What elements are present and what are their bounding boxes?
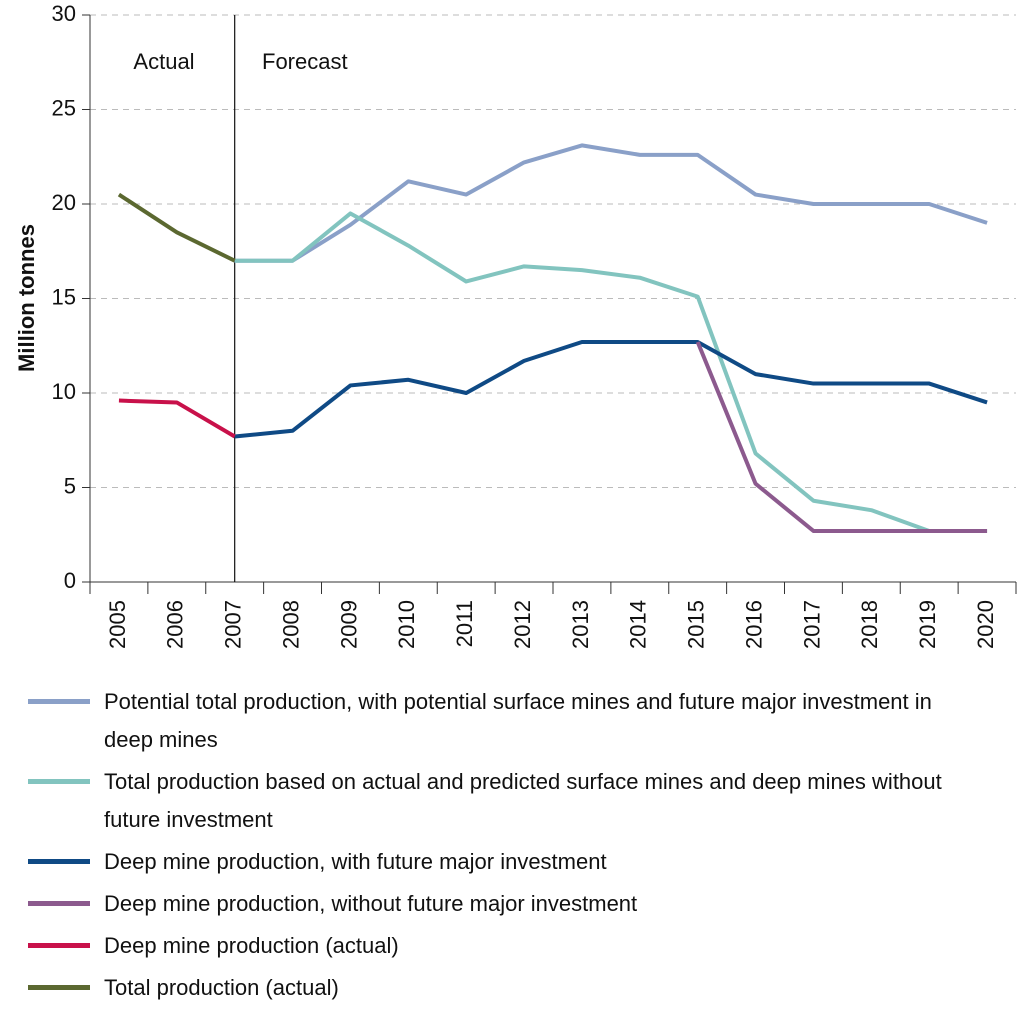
legend-item: Potential total production, with potenti…	[0, 683, 1017, 759]
x-tick-label: 2005	[105, 600, 130, 649]
legend-swatch	[28, 699, 90, 704]
x-tick-label: 2016	[741, 600, 766, 649]
legend-item: Deep mine production, without future maj…	[0, 885, 1017, 923]
legend-swatch	[28, 943, 90, 948]
legend-item: Deep mine production (actual)	[0, 927, 1017, 965]
series-line	[234, 339, 988, 439]
y-tick-label: 25	[52, 95, 76, 120]
legend-label: Total production based on actual and pre…	[104, 769, 942, 832]
series-line	[117, 192, 236, 263]
legend-item: Deep mine production, with future major …	[0, 843, 1017, 881]
y-tick-label: 10	[52, 379, 76, 404]
y-tick-label: 5	[64, 473, 76, 498]
x-tick-label: 2013	[568, 600, 593, 649]
y-tick-label: 20	[52, 190, 76, 215]
x-tick-label: 2020	[973, 600, 998, 649]
legend-label: Potential total production, with potenti…	[104, 689, 932, 752]
x-tick-label: 2007	[221, 600, 246, 649]
y-tick-label: 15	[52, 284, 76, 309]
annotation: Forecast	[262, 49, 348, 74]
x-tick-label: 2012	[510, 600, 535, 649]
annotation: Actual	[133, 49, 194, 74]
x-tick-label: 2017	[799, 600, 824, 649]
series-line	[234, 143, 988, 263]
chart: Million tonnes Actual Forecast 051015202…	[14, 1, 1017, 649]
legend-swatch	[28, 901, 90, 906]
legend-item: Total production (actual)	[0, 969, 1017, 1007]
legend: Potential total production, with potenti…	[0, 683, 1017, 1011]
legend-label: Deep mine production (actual)	[104, 933, 399, 958]
y-tick-label: 0	[64, 568, 76, 593]
series-line	[695, 341, 988, 533]
legend-swatch	[28, 779, 90, 784]
legend-label: Total production (actual)	[104, 975, 339, 1000]
x-tick-label: 2018	[857, 600, 882, 649]
x-tick-label: 2011	[452, 600, 477, 647]
series-line	[118, 398, 236, 439]
x-tick-label: 2008	[278, 600, 303, 649]
x-tick-label: 2014	[626, 600, 651, 649]
x-tick-label: 2015	[684, 600, 709, 649]
x-tick-label: 2019	[915, 600, 940, 649]
legend-swatch	[28, 859, 90, 864]
y-axis-label: Million tonnes	[14, 224, 39, 372]
x-tick-label: 2006	[163, 600, 188, 649]
legend-item: Total production based on actual and pre…	[0, 763, 1017, 839]
y-tick-label: 30	[52, 1, 76, 26]
legend-label: Deep mine production, with future major …	[104, 849, 607, 874]
x-tick-label: 2010	[394, 600, 419, 649]
x-tick-label: 2009	[336, 600, 361, 649]
legend-label: Deep mine production, without future maj…	[104, 891, 638, 916]
legend-swatch	[28, 985, 90, 990]
series-line	[234, 211, 988, 533]
